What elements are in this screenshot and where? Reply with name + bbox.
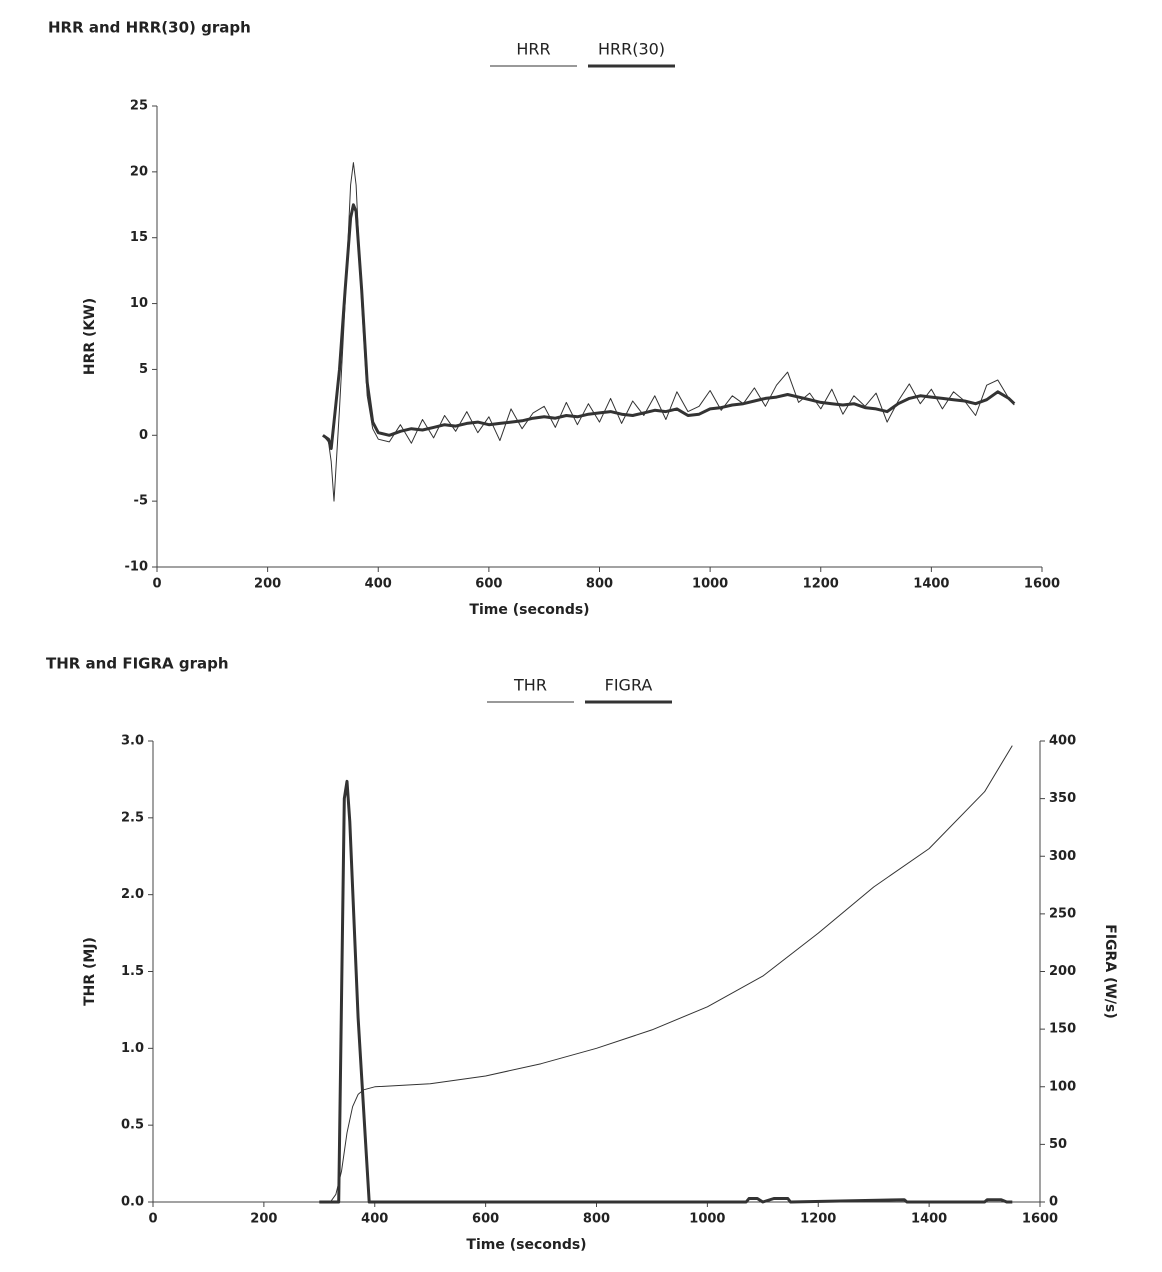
y-tick-label: 2.0	[121, 887, 144, 902]
x-tick-label: 600	[475, 577, 502, 592]
y-tick-label: 0.5	[121, 1118, 144, 1133]
x-tick-label: 800	[583, 1212, 610, 1227]
chart-title: THR and FIGRA graph	[46, 655, 229, 673]
series-line	[319, 779, 1013, 1204]
y-tick-label: 1.0	[121, 1041, 144, 1056]
x-tick-label: 600	[472, 1212, 499, 1227]
y-tick-label: 20	[130, 164, 148, 179]
x-tick-label: 800	[586, 577, 613, 592]
x-axis-label: Time (seconds)	[466, 1237, 586, 1253]
y-tick-label: 2.5	[121, 810, 144, 825]
series-line	[322, 203, 1016, 450]
y-axis-label: THR (MJ)	[82, 937, 98, 1006]
x-tick-label: 200	[250, 1212, 277, 1227]
y-tick-label: 0	[139, 428, 148, 443]
x-tick-label: 1400	[913, 577, 949, 592]
x-tick-label: 1200	[800, 1212, 836, 1227]
y2-axis-label: FIGRA (W/s)	[1102, 924, 1118, 1018]
y2-tick-label: 400	[1049, 734, 1076, 749]
y-tick-label: 15	[130, 230, 148, 245]
legend-label: THR	[513, 676, 547, 695]
series-line	[322, 162, 1015, 502]
legend-label: FIGRA	[605, 676, 653, 695]
x-tick-label: 400	[365, 577, 392, 592]
x-tick-label: 1000	[692, 577, 728, 592]
legend-label: HRR(30)	[598, 40, 665, 59]
x-tick-label: 0	[152, 577, 161, 592]
y2-tick-label: 200	[1049, 964, 1076, 979]
y-tick-label: -10	[125, 560, 149, 575]
y-tick-label: 10	[130, 296, 148, 311]
y2-tick-label: 100	[1049, 1079, 1076, 1094]
y2-tick-label: 300	[1049, 849, 1076, 864]
y2-tick-label: 250	[1049, 906, 1076, 921]
y-tick-label: 1.5	[121, 964, 144, 979]
x-tick-label: 400	[361, 1212, 388, 1227]
y2-tick-label: 50	[1049, 1137, 1067, 1152]
chart-title: HRR and HRR(30) graph	[48, 19, 251, 37]
y-tick-label: 3.0	[121, 734, 144, 749]
y-tick-label: 25	[130, 99, 148, 114]
y-tick-label: -5	[134, 494, 148, 509]
x-tick-label: 0	[148, 1212, 157, 1227]
y2-tick-label: 150	[1049, 1022, 1076, 1037]
x-tick-label: 1400	[911, 1212, 947, 1227]
x-axis-label: Time (seconds)	[469, 602, 589, 618]
y-tick-label: 0.0	[121, 1195, 144, 1210]
x-tick-label: 200	[254, 577, 281, 592]
legend-label: HRR	[516, 40, 550, 59]
x-tick-label: 1600	[1024, 577, 1060, 592]
y2-tick-label: 350	[1049, 791, 1076, 806]
y-axis-label: HRR (KW)	[82, 298, 98, 375]
y-tick-label: 5	[139, 362, 148, 377]
x-tick-label: 1600	[1022, 1212, 1058, 1227]
series-line	[319, 745, 1013, 1203]
x-tick-label: 1200	[803, 577, 839, 592]
x-tick-label: 1000	[689, 1212, 725, 1227]
y2-tick-label: 0	[1049, 1195, 1058, 1210]
